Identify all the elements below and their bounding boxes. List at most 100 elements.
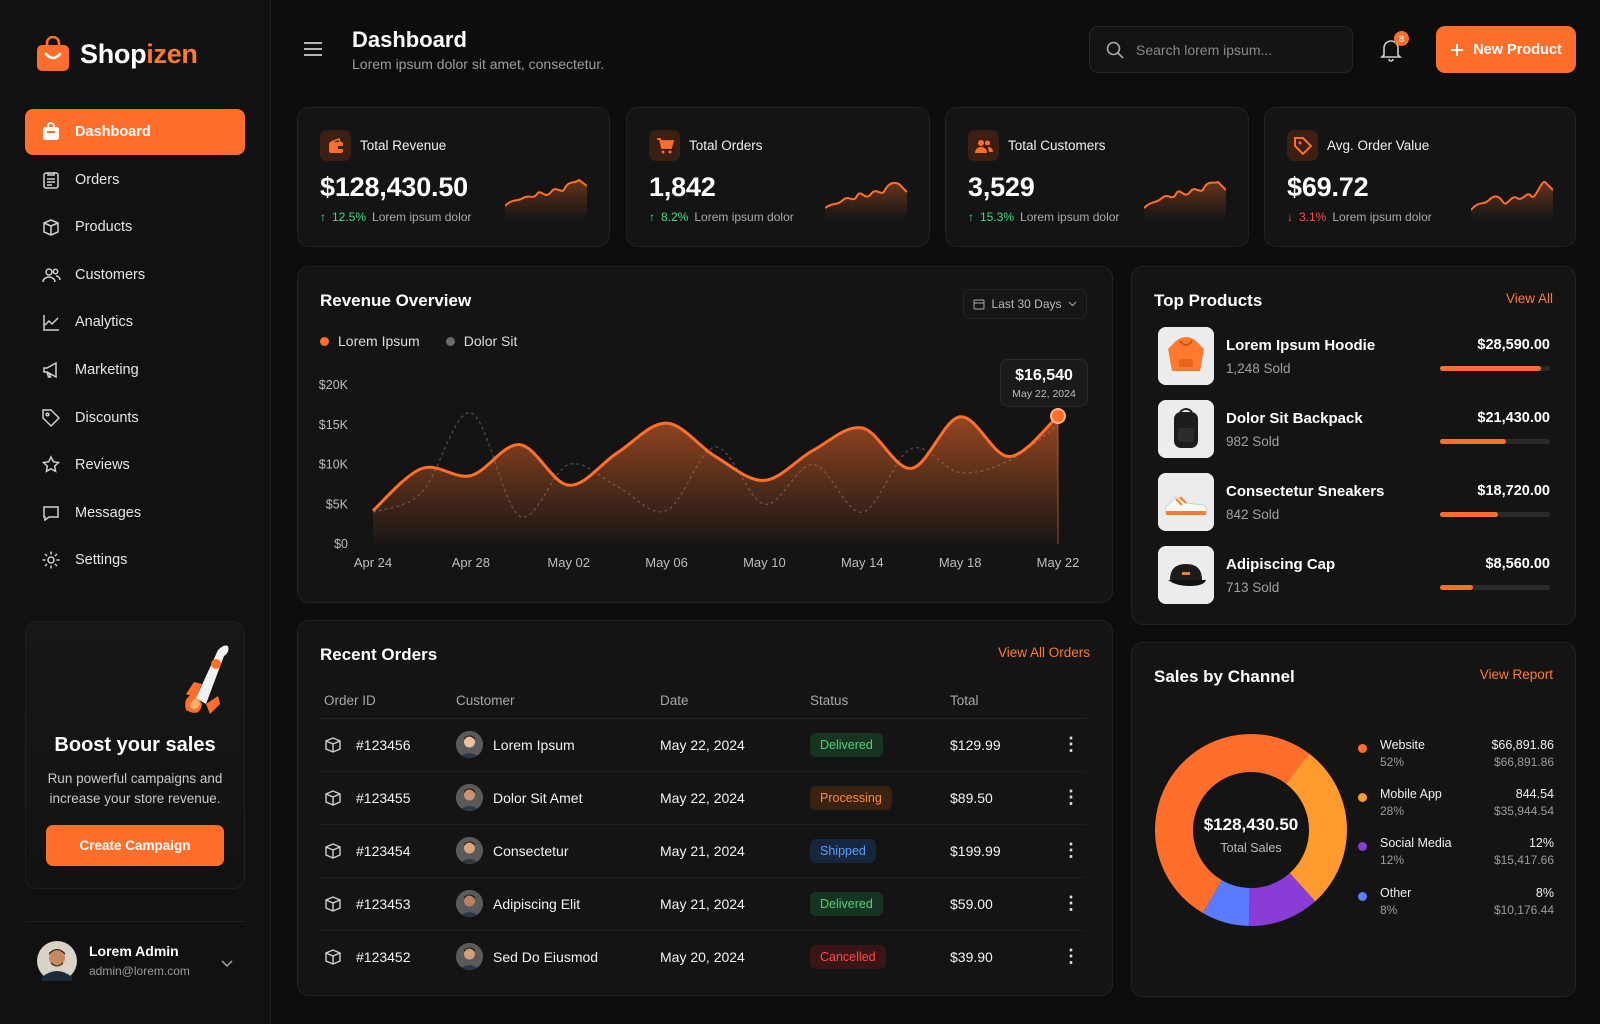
sidebar-item-customers[interactable]: Customers [25,252,245,298]
table-row[interactable]: #123452 Sed Do Eiusmod May 20, 2024 Cancell… [320,930,1086,983]
product-progress-bar [1440,439,1550,444]
sidebar-item-orders[interactable]: Orders [25,157,245,203]
date-range-label: Last 30 Days [991,297,1062,311]
avatar [37,940,77,981]
brand-logo[interactable]: Shopizen [36,36,198,72]
sidebar-item-messages[interactable]: Messages [25,490,245,536]
sidebar-item-analytics[interactable]: Analytics [25,299,245,345]
column-header[interactable]: Customer [456,684,660,719]
donut-slice[interactable] [1146,725,1356,935]
new-product-label: New Product [1473,41,1562,58]
hamburger-menu-icon[interactable] [302,40,324,58]
users-icon [968,130,999,161]
sidebar-item-reviews[interactable]: Reviews [25,442,245,488]
sidebar-item-settings[interactable]: Settings [25,537,245,583]
stat-label: Total Revenue [360,138,447,153]
sidebar-nav: Dashboard Orders Products Customers Anal… [25,109,245,585]
channel-name: Other [1380,886,1412,900]
sparkline [505,178,587,220]
column-header[interactable]: Total [950,684,1060,719]
view-report-link[interactable]: View Report [1479,667,1553,682]
create-campaign-button[interactable]: Create Campaign [46,825,224,866]
new-product-button[interactable]: New Product [1436,26,1576,73]
column-header[interactable]: Order ID [320,684,456,719]
actions-cell: ⋮ [1060,718,1086,772]
user-profile[interactable]: Lorem Admin admin@lorem.com [25,921,245,999]
product-item[interactable]: Dolor Sit Backpack 982 Sold $21,430.00 [1158,400,1550,458]
arrow-down-icon: ↓ [1287,210,1293,224]
bag-icon [43,122,59,140]
order-id[interactable]: #123456 [356,736,411,753]
view-all-products-link[interactable]: View All [1505,291,1553,306]
donut-slice[interactable] [1146,725,1356,935]
y-tick-label: $0 [334,537,348,551]
more-options-icon[interactable]: ⋮ [1062,840,1080,860]
table-row[interactable]: #123454 Consectetur May 21, 2024 Shipped $19… [320,824,1086,878]
status-badge: Cancelled [810,944,886,969]
chart-icon [43,315,59,332]
order-total: $89.50 [950,771,1060,825]
table-row[interactable]: #123455 Dolor Sit Amet May 22, 2024 Process… [320,771,1086,825]
order-id-cell: #123454 [320,824,456,878]
card-title: Top Products [1154,291,1263,310]
order-id[interactable]: #123455 [356,789,411,806]
column-header[interactable]: Date [660,684,810,719]
more-options-icon[interactable]: ⋮ [1062,946,1080,967]
more-options-icon[interactable]: ⋮ [1062,734,1080,754]
table-row[interactable]: #123456 Lorem Ipsum May 22, 2024 Delivered $… [320,718,1086,772]
order-id[interactable]: #123453 [356,895,411,912]
order-id[interactable]: #123454 [356,842,411,859]
chevron-down-icon[interactable] [221,960,233,968]
status-badge: Delivered [810,891,883,916]
progress-fill [1440,512,1499,517]
rocket-icon [185,645,229,714]
channel-value: 12% [1528,836,1554,850]
sidebar-item-dashboard[interactable]: Dashboard [25,109,245,155]
x-tick-label: May 18 [939,555,982,570]
table-row[interactable]: #123453 Adipiscing Elit May 21, 2024 Delive… [320,877,1086,931]
product-progress-bar [1440,585,1550,590]
search-input[interactable] [1136,41,1336,58]
view-all-orders-link[interactable]: View All Orders [997,645,1090,660]
date-range-select[interactable]: Last 30 Days [963,289,1087,319]
channel-value: 844.54 [1515,787,1554,801]
customer-name: Dolor Sit Amet [493,789,583,806]
customer-name: Adipiscing Elit [493,895,581,912]
customer-cell: Sed Do Eiusmod [456,930,660,983]
sparkline [1144,180,1226,220]
product-value: $21,430.00 [1477,410,1550,426]
order-date: May 21, 2024 [660,824,810,878]
channel-value-secondary: $15,417.66 [1493,853,1554,867]
gear-icon [42,551,60,569]
donut-slice[interactable] [1146,725,1356,935]
sidebar-item-marketing[interactable]: Marketing [25,347,245,393]
order-id[interactable]: #123452 [356,948,411,965]
status-cell: Delivered [810,877,950,931]
promo-card: Boost your sales Run powerful campaigns … [25,621,245,889]
channel-value-secondary: $10,176.44 [1493,903,1554,917]
order-date: May 22, 2024 [660,718,810,772]
avatar [456,943,483,971]
highlight-point[interactable] [1050,408,1066,425]
product-item[interactable]: Consectetur Sneakers 842 Sold $18,720.00 [1158,473,1550,531]
column-header[interactable]: Status [810,684,950,719]
more-options-icon[interactable]: ⋮ [1062,787,1080,807]
legend-dot [445,337,455,346]
customer-name: Consectetur [493,842,569,859]
order-date: May 20, 2024 [660,948,745,965]
top-products-card: Top Products View All Lorem Ipsum Hoodie… [1131,266,1576,625]
legend-label: Dolor Sit [463,333,518,349]
product-item[interactable]: Adipiscing Cap 713 Sold $8,560.00 [1158,546,1550,604]
x-tick-label: May 10 [743,555,786,570]
product-value: $8,560.00 [1485,556,1550,572]
sidebar-item-discounts[interactable]: Discounts [25,395,245,441]
product-item[interactable]: Lorem Ipsum Hoodie 1,248 Sold $28,590.00 [1158,327,1550,385]
product-name: Dolor Sit Backpack [1226,410,1363,427]
more-options-icon[interactable]: ⋮ [1062,893,1080,913]
product-sold: 1,248 Sold [1226,361,1291,376]
recent-orders-card: Recent Orders View All Orders Order ID C… [297,620,1113,996]
stat-label: Total Orders [689,138,763,153]
stat-value: 3,529 [968,172,1035,202]
channel-row: Website 52% $66,891.86 $66,891.86 [1358,738,1554,774]
sidebar-item-products[interactable]: Products [25,204,245,250]
